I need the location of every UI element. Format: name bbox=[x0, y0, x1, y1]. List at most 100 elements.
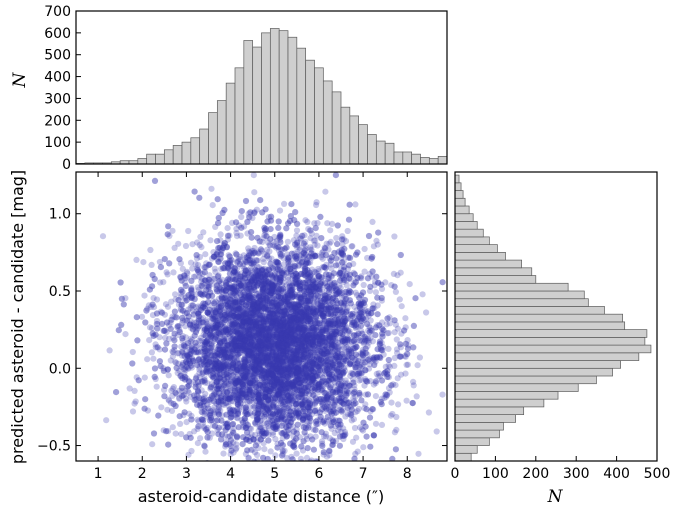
scatter-point bbox=[269, 317, 276, 324]
scatter-point bbox=[288, 343, 295, 350]
scatter-point bbox=[250, 368, 257, 375]
scatter-point bbox=[245, 454, 252, 461]
scatter-point bbox=[287, 354, 294, 361]
scatter-point bbox=[254, 330, 261, 337]
scatter-point bbox=[419, 291, 426, 298]
scatter-point bbox=[362, 315, 370, 322]
scatter-point bbox=[261, 446, 268, 453]
scatter-point bbox=[270, 361, 277, 368]
scatter-point bbox=[277, 246, 285, 253]
scatter-point bbox=[260, 336, 267, 343]
scatter-point bbox=[351, 303, 358, 310]
scatter-point bbox=[269, 339, 276, 346]
scatter-point bbox=[303, 333, 310, 340]
scatter-point bbox=[280, 365, 287, 372]
scatter-point bbox=[254, 338, 261, 345]
scatter-point bbox=[261, 356, 268, 363]
scatter-point bbox=[268, 380, 275, 387]
scatter-point bbox=[276, 409, 283, 416]
scatter-point bbox=[169, 348, 176, 355]
scatter-point bbox=[297, 285, 305, 293]
scatter-point bbox=[325, 352, 332, 359]
scatter-point bbox=[210, 313, 217, 320]
scatter-point bbox=[233, 365, 240, 372]
top-histogram-ytick-label: 0 bbox=[62, 157, 71, 173]
scatter-point bbox=[373, 237, 380, 244]
scatter-point bbox=[238, 368, 245, 375]
scatter-point bbox=[272, 355, 279, 362]
scatter-point bbox=[273, 356, 280, 363]
scatter-point bbox=[284, 238, 291, 245]
scatter-point bbox=[261, 362, 269, 369]
scatter-point bbox=[202, 363, 209, 370]
scatter-point bbox=[326, 334, 334, 341]
scatter-point bbox=[325, 406, 333, 413]
top-histogram-bar bbox=[190, 137, 201, 165]
scatter-point bbox=[235, 399, 242, 406]
scatter-point bbox=[263, 378, 270, 385]
scatter-point bbox=[199, 283, 206, 290]
scatter-point bbox=[236, 303, 243, 310]
top-histogram-bar bbox=[163, 149, 174, 165]
scatter-point bbox=[264, 321, 272, 328]
scatter-point bbox=[375, 370, 382, 377]
scatter-point bbox=[357, 362, 364, 369]
scatter-point bbox=[279, 345, 286, 352]
top-histogram-bar bbox=[252, 46, 262, 165]
scatter-point bbox=[303, 374, 310, 381]
scatter-point bbox=[266, 315, 273, 322]
scatter-point bbox=[255, 327, 262, 334]
scatter-point bbox=[195, 261, 202, 269]
scatter-point bbox=[233, 311, 241, 318]
scatter-point bbox=[325, 358, 332, 365]
scatter-point bbox=[254, 419, 261, 426]
scatter-point bbox=[243, 281, 251, 289]
scatter-point bbox=[199, 348, 206, 355]
scatter-point bbox=[353, 434, 360, 441]
scatter-point bbox=[318, 286, 326, 293]
scatter-point bbox=[279, 315, 287, 323]
scatter-point bbox=[251, 402, 258, 409]
scatter-point bbox=[283, 358, 290, 365]
scatter-point bbox=[305, 311, 312, 318]
scatter-point bbox=[416, 354, 423, 361]
scatter-point bbox=[350, 395, 357, 402]
scatter-point bbox=[249, 389, 256, 396]
scatter-point bbox=[409, 399, 416, 407]
scatter-point bbox=[203, 317, 210, 324]
scatter-point bbox=[284, 392, 291, 399]
scatter-point bbox=[185, 389, 192, 396]
scatter-point bbox=[321, 420, 328, 427]
scatter-point bbox=[280, 413, 287, 420]
scatter-point bbox=[235, 351, 242, 358]
top-histogram-bar bbox=[146, 153, 156, 165]
scatter-point bbox=[264, 239, 272, 246]
scatter-point bbox=[199, 341, 206, 348]
top-histogram-bar bbox=[225, 82, 236, 165]
scatter-point bbox=[266, 248, 273, 255]
scatter-point bbox=[230, 299, 237, 306]
scatter-point bbox=[284, 307, 291, 314]
scatter-point bbox=[247, 377, 254, 384]
scatter-point bbox=[251, 363, 258, 370]
scatter-point bbox=[340, 396, 347, 403]
top-histogram-frame bbox=[75, 10, 448, 165]
top-histogram-bar bbox=[208, 112, 218, 165]
scatter-point bbox=[313, 270, 320, 277]
scatter-point bbox=[257, 307, 264, 315]
top-histogram-bar bbox=[340, 106, 351, 165]
scatter-point bbox=[329, 220, 336, 227]
scatter-point bbox=[297, 305, 304, 312]
scatter-point bbox=[345, 347, 352, 354]
scatter-point bbox=[439, 391, 446, 398]
scatter-point bbox=[304, 374, 311, 381]
scatter-point bbox=[346, 275, 353, 282]
scatter-point bbox=[194, 387, 201, 394]
scatter-point bbox=[383, 393, 390, 400]
scatter-point bbox=[260, 299, 267, 306]
top-histogram-bar bbox=[216, 100, 227, 165]
scatter-point bbox=[252, 352, 259, 359]
scatter-point bbox=[129, 348, 136, 356]
top-histogram-ytick-label: 300 bbox=[44, 91, 71, 107]
scatter-point bbox=[334, 347, 341, 355]
